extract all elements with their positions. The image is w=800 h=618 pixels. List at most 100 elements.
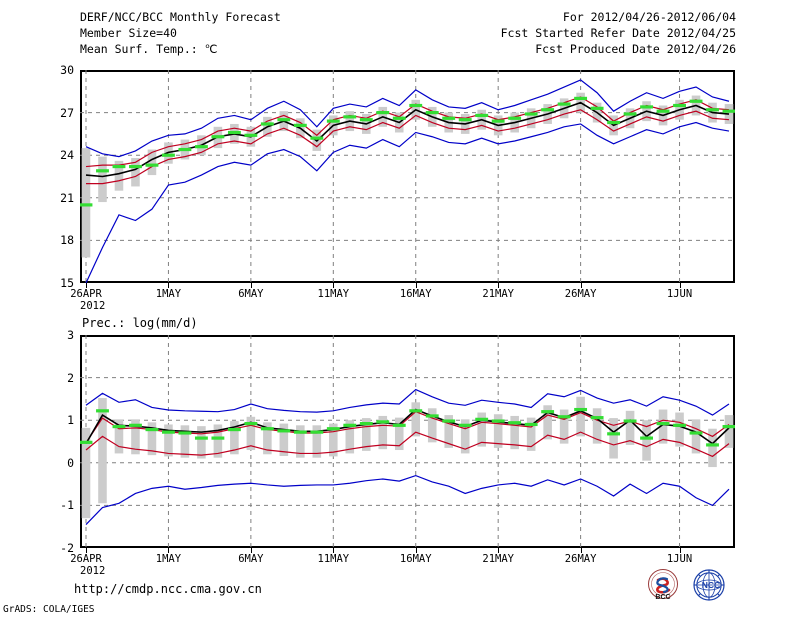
x-axis-tick-mark: [415, 548, 417, 553]
climatology-dash: [442, 116, 456, 120]
x-axis-tick-label: 1MAY: [155, 553, 182, 565]
y-axis-tick-label: 15: [60, 276, 74, 290]
spread-box: [329, 423, 338, 457]
y-axis-tick-label: 21: [60, 190, 74, 205]
climatology-dash: [508, 116, 522, 120]
series-upper-percentile: [85, 96, 730, 168]
climatology-dash: [541, 410, 555, 414]
ncc-logo-text: NCC: [702, 580, 720, 590]
x-axis-tick-label: 26APR: [70, 553, 102, 565]
climatology-dash: [541, 108, 555, 112]
website-url[interactable]: http://cmdp.ncc.cma.gov.cn: [74, 582, 262, 596]
climatology-dash: [310, 136, 324, 140]
spread-box: [460, 419, 470, 454]
climatology-dash: [623, 419, 637, 423]
forecast-start-date-label: Fcst Started Refer Date 2012/04/25: [500, 26, 736, 40]
spread-box: [98, 398, 107, 504]
spread-box: [724, 415, 734, 448]
spread-box: [246, 416, 256, 451]
x-axis-tick-mark: [168, 548, 170, 553]
climatology-dash: [425, 111, 439, 115]
x-axis-tick-label: 21MAY: [482, 553, 514, 565]
spread-box: [361, 418, 371, 451]
bcc-logo-text: BCC: [655, 594, 670, 601]
climatology-dash: [623, 112, 637, 116]
climatology-dash: [178, 431, 192, 435]
climatology-dash: [607, 120, 621, 125]
y-axis-tick-label: 0: [67, 455, 74, 470]
climatology-dash: [392, 116, 406, 120]
spread-box: [642, 420, 651, 461]
spread-box: [444, 415, 454, 448]
spread-box: [147, 422, 157, 456]
spread-box: [131, 158, 140, 187]
climatology-dash: [640, 436, 653, 440]
spread-box: [411, 402, 421, 437]
climatology-dash: [80, 440, 93, 444]
climatology-dash: [376, 111, 390, 115]
spread-box: [543, 405, 552, 440]
x-axis-tick-mark: [250, 283, 252, 288]
spread-box: [131, 419, 140, 455]
member-size-label: Member Size=40: [80, 26, 177, 40]
x-axis-tick-mark: [86, 283, 87, 288]
x-axis-tick-mark: [415, 283, 417, 288]
climatology-dash: [722, 109, 735, 113]
spread-box: [197, 426, 206, 459]
x-axis-tick-label: 26MAY: [564, 553, 597, 565]
page-title: DERF/NCC/BCC Monthly Forecast: [80, 10, 281, 24]
climatology-dash: [376, 420, 390, 424]
x-axis-tick-mark: [679, 548, 681, 553]
x-axis-tick-mark: [679, 283, 681, 288]
x-axis-tick-label: 26MAY: [564, 288, 597, 300]
spread-box: [213, 424, 223, 458]
agency-logos: BCC NCC: [645, 568, 745, 604]
x-axis-tick-mark: [168, 283, 170, 288]
spread-box: [378, 415, 388, 450]
climatology-dash: [392, 423, 406, 427]
variable-label: Mean Surf. Temp.: ℃: [80, 42, 218, 56]
climatology-dash: [310, 430, 324, 434]
climatology-dash: [673, 103, 686, 108]
series-ensemble-min: [85, 121, 730, 283]
climatology-dash: [640, 105, 653, 109]
x-axis-tick-label: 6MAY: [238, 288, 264, 300]
spread-box: [98, 156, 107, 203]
climatology-dash: [706, 443, 719, 447]
series-upper-percentile: [85, 410, 730, 444]
climatology-dash: [359, 118, 373, 122]
climatology-dash: [80, 203, 93, 207]
y-axis-tick-label: 24: [60, 148, 74, 163]
spread-box: [114, 419, 124, 454]
x-axis-tick-mark: [498, 548, 500, 553]
spread-box: [312, 425, 322, 458]
climatology-dash: [689, 99, 703, 103]
x-axis-tick-label: 21MAY: [482, 288, 514, 300]
climatology-dash: [162, 153, 175, 157]
spread-box: [81, 148, 91, 258]
climatology-dash: [656, 109, 670, 113]
ncc-logo: NCC: [691, 568, 727, 604]
x-axis-tick-label: 1JUN: [666, 288, 693, 300]
series-ensemble-min: [85, 474, 730, 525]
climatology-dash: [359, 422, 373, 426]
climatology-dash: [706, 108, 719, 112]
spread-box: [691, 419, 701, 454]
y-axis-tick-label: 27: [60, 105, 74, 120]
series-ensemble-mean: [85, 101, 730, 178]
surface-temperature-plot-area: [80, 70, 735, 283]
spread-box: [164, 424, 173, 457]
spread-box: [526, 417, 536, 451]
spread-box: [724, 104, 734, 124]
climatology-dash: [590, 106, 604, 110]
climatology-dash: [145, 163, 159, 167]
climatology-dash: [112, 424, 126, 429]
series-lower-percentile: [86, 109, 730, 185]
climatology-dash: [211, 436, 225, 440]
series-ensemble-max: [85, 79, 730, 158]
climatology-dash: [673, 423, 686, 427]
y-axis-tick-label: -2: [60, 541, 74, 555]
climatology-dash: [129, 164, 142, 169]
spread-box: [427, 408, 437, 443]
spread-box: [658, 409, 668, 444]
